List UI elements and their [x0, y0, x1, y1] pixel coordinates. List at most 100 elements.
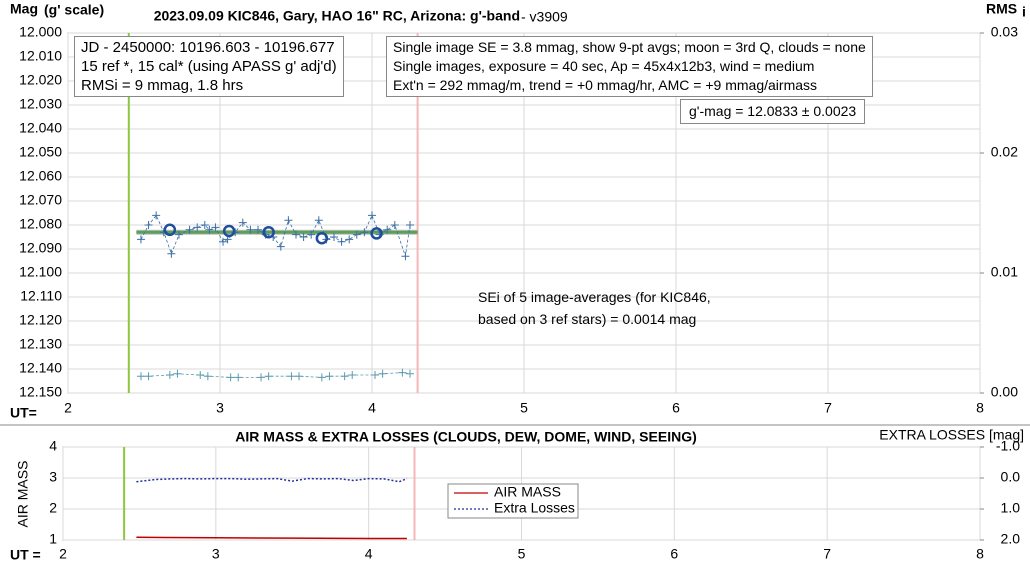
- y2-tick-label: -1.0: [996, 438, 1020, 454]
- x-tick-label: 4: [365, 546, 373, 562]
- data-point: [144, 221, 153, 229]
- data-point: [173, 369, 182, 378]
- y2-tick-label: 0.03: [991, 24, 1018, 40]
- data-point: [257, 373, 266, 382]
- y-axis-label: AIR MASS: [15, 461, 31, 528]
- data-point: [254, 225, 262, 234]
- y-tick-label: 12.140: [19, 360, 62, 376]
- y-tick-label: 12.090: [19, 240, 62, 256]
- average-point: [315, 231, 329, 245]
- data-point: [205, 225, 214, 234]
- y2-tick-label: 0.02: [991, 144, 1018, 160]
- data-point: [401, 252, 410, 261]
- y-tick-label: 12.020: [19, 72, 62, 88]
- y2-axis-sub: i: [1022, 4, 1026, 20]
- x-tick-label: 3: [216, 400, 224, 416]
- x-axis-label: UT =: [10, 547, 41, 563]
- data-point: [264, 372, 273, 381]
- x-tick-label: 5: [520, 400, 528, 416]
- data-point: [185, 225, 194, 234]
- info-line: Ext'n = 292 mmag/m, trend = +0 mmag/hr, …: [393, 77, 818, 93]
- y-tick-label: 12.110: [20, 288, 62, 304]
- data-point: [390, 221, 399, 229]
- x-tick-label: 4: [368, 400, 376, 416]
- y-tick-label: 12.010: [19, 48, 62, 64]
- data-point: [276, 242, 285, 251]
- data-point: [196, 371, 205, 379]
- data-point: [284, 216, 293, 225]
- info-line: Single image SE = 3.8 mmag, show 9-pt av…: [393, 39, 866, 55]
- y-tick-label: 12.130: [19, 336, 62, 352]
- data-point: [383, 225, 392, 234]
- y2-tick-label: 2.0: [1001, 531, 1021, 547]
- y-tick-label: 12.040: [19, 120, 62, 136]
- info-box: SEi of 5 image-averages (for KIC846, bas…: [472, 285, 717, 331]
- y-tick-label: 3: [49, 469, 57, 485]
- data-point: [406, 221, 414, 229]
- series-line: [136, 477, 408, 483]
- info-box: Single image SE = 3.8 mmag, show 9-pt av…: [386, 36, 873, 97]
- average-point: [222, 224, 236, 238]
- y-tick-label: 12.080: [19, 216, 62, 232]
- info-line: g'-mag = 12.0833 ± 0.0023: [689, 103, 857, 119]
- average-point: [370, 227, 383, 240]
- y-tick-label: 1: [49, 531, 57, 547]
- x-tick-label: 8: [976, 546, 984, 562]
- data-point: [152, 211, 161, 220]
- data-point: [238, 218, 247, 227]
- chart-subtitle: - v3909: [521, 9, 568, 25]
- chart-title: 2023.09.09 KIC846, Gary, HAO 16" RC, Ari…: [154, 8, 520, 24]
- legend-box: [447, 483, 579, 519]
- data-point: [165, 371, 174, 379]
- data-point: [226, 373, 235, 382]
- y-tick-label: 4: [49, 438, 57, 454]
- data-point: [174, 230, 183, 239]
- y-tick-label: 12.120: [19, 312, 62, 328]
- info-line: RMSi = 9 mmag, 1.8 hrs: [81, 77, 244, 94]
- data-point: [287, 372, 296, 381]
- y-axis-label: Mag: [10, 1, 38, 17]
- x-tick-label: 6: [670, 546, 678, 562]
- info-box: g'-mag = 12.0833 ± 0.0023: [680, 99, 866, 124]
- data-point: [144, 372, 153, 381]
- legend-label: AIR MASS: [494, 484, 561, 500]
- y2-axis-label: EXTRA LOSSES [mag]: [879, 427, 1024, 443]
- info-line: based on 3 ref stars) = 0.0014 mag: [478, 311, 697, 327]
- info-box: JD - 2450000: 10196.603 - 10196.677 15 r…: [74, 36, 344, 97]
- data-point: [219, 237, 228, 246]
- chart-title: AIR MASS & EXTRA LOSSES (CLOUDS, DEW, DO…: [235, 429, 697, 445]
- data-point: [299, 233, 308, 241]
- data-point: [330, 233, 338, 241]
- x-axis-label: UT=: [10, 405, 37, 421]
- info-line: Single images, exposure = 40 sec, Ap = 4…: [393, 58, 815, 74]
- y2-tick-label: 0.00: [991, 384, 1018, 400]
- data-point: [167, 249, 176, 258]
- legend-label: Extra Losses: [494, 500, 575, 516]
- data-point: [337, 237, 346, 246]
- y-tick-label: 12.000: [19, 24, 62, 40]
- trend-line: [136, 536, 407, 540]
- x-tick-label: 7: [823, 546, 831, 562]
- average-point: [262, 225, 275, 239]
- data-point: [368, 211, 376, 220]
- y-axis-note: (g' scale): [44, 2, 104, 18]
- data-point: [371, 371, 380, 379]
- y2-axis-label: RMS: [986, 1, 1017, 17]
- data-point: [314, 216, 323, 225]
- data-point: [234, 373, 243, 382]
- data-point: [378, 369, 387, 378]
- x-tick-label: 2: [59, 546, 67, 562]
- data-point: [211, 223, 220, 232]
- data-point: [295, 372, 304, 381]
- data-point: [307, 230, 316, 239]
- x-tick-label: 5: [518, 546, 526, 562]
- y2-tick-label: 0.0: [1001, 469, 1021, 485]
- data-point: [136, 372, 145, 381]
- x-tick-label: 8: [976, 400, 984, 416]
- average-point: [163, 223, 177, 237]
- data-point: [136, 235, 145, 244]
- y-tick-label: 12.070: [19, 192, 62, 208]
- y-tick-label: 2: [49, 500, 57, 516]
- data-point: [325, 372, 334, 381]
- data-point: [406, 369, 414, 378]
